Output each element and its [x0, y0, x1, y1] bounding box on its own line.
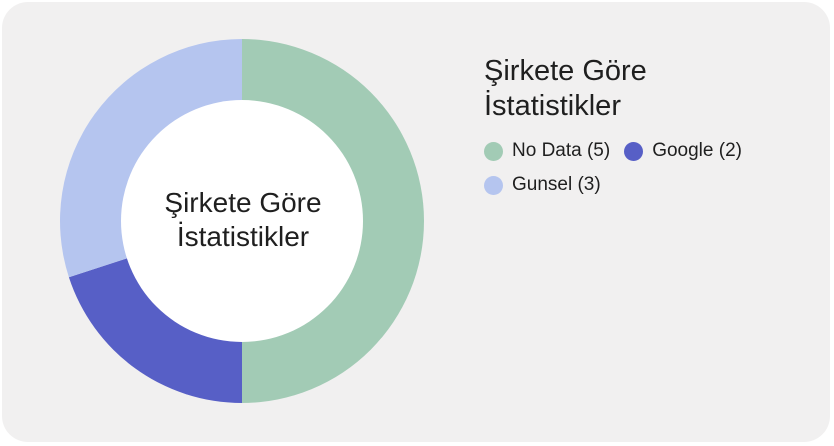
donut-chart [59, 39, 424, 403]
legend-dot-icon [484, 175, 503, 195]
legend-label: No Data (5) [512, 140, 611, 161]
legend-label: Gunsel (3) [512, 174, 601, 195]
legend-dot-icon [484, 141, 503, 161]
legend-item-gunsel[interactable]: Gunsel (3) [484, 174, 814, 196]
donut-center-title: Şirkete Göre İstatistikler [164, 187, 322, 252]
legend-title: Şirkete Göre İstatistikler [484, 55, 647, 122]
legend-item-no-data[interactable]: No Data (5) [484, 140, 610, 162]
legend-dot-icon [624, 141, 644, 161]
legend: No Data (5) Google (2) Gunsel (3) [484, 140, 814, 196]
donut-hole [121, 100, 363, 342]
legend-label: Google (2) [652, 140, 742, 161]
legend-item-google[interactable]: Google (2) [624, 140, 742, 162]
chart-card: Şirkete Göre İstatistikler Şirkete Göre … [2, 2, 830, 442]
